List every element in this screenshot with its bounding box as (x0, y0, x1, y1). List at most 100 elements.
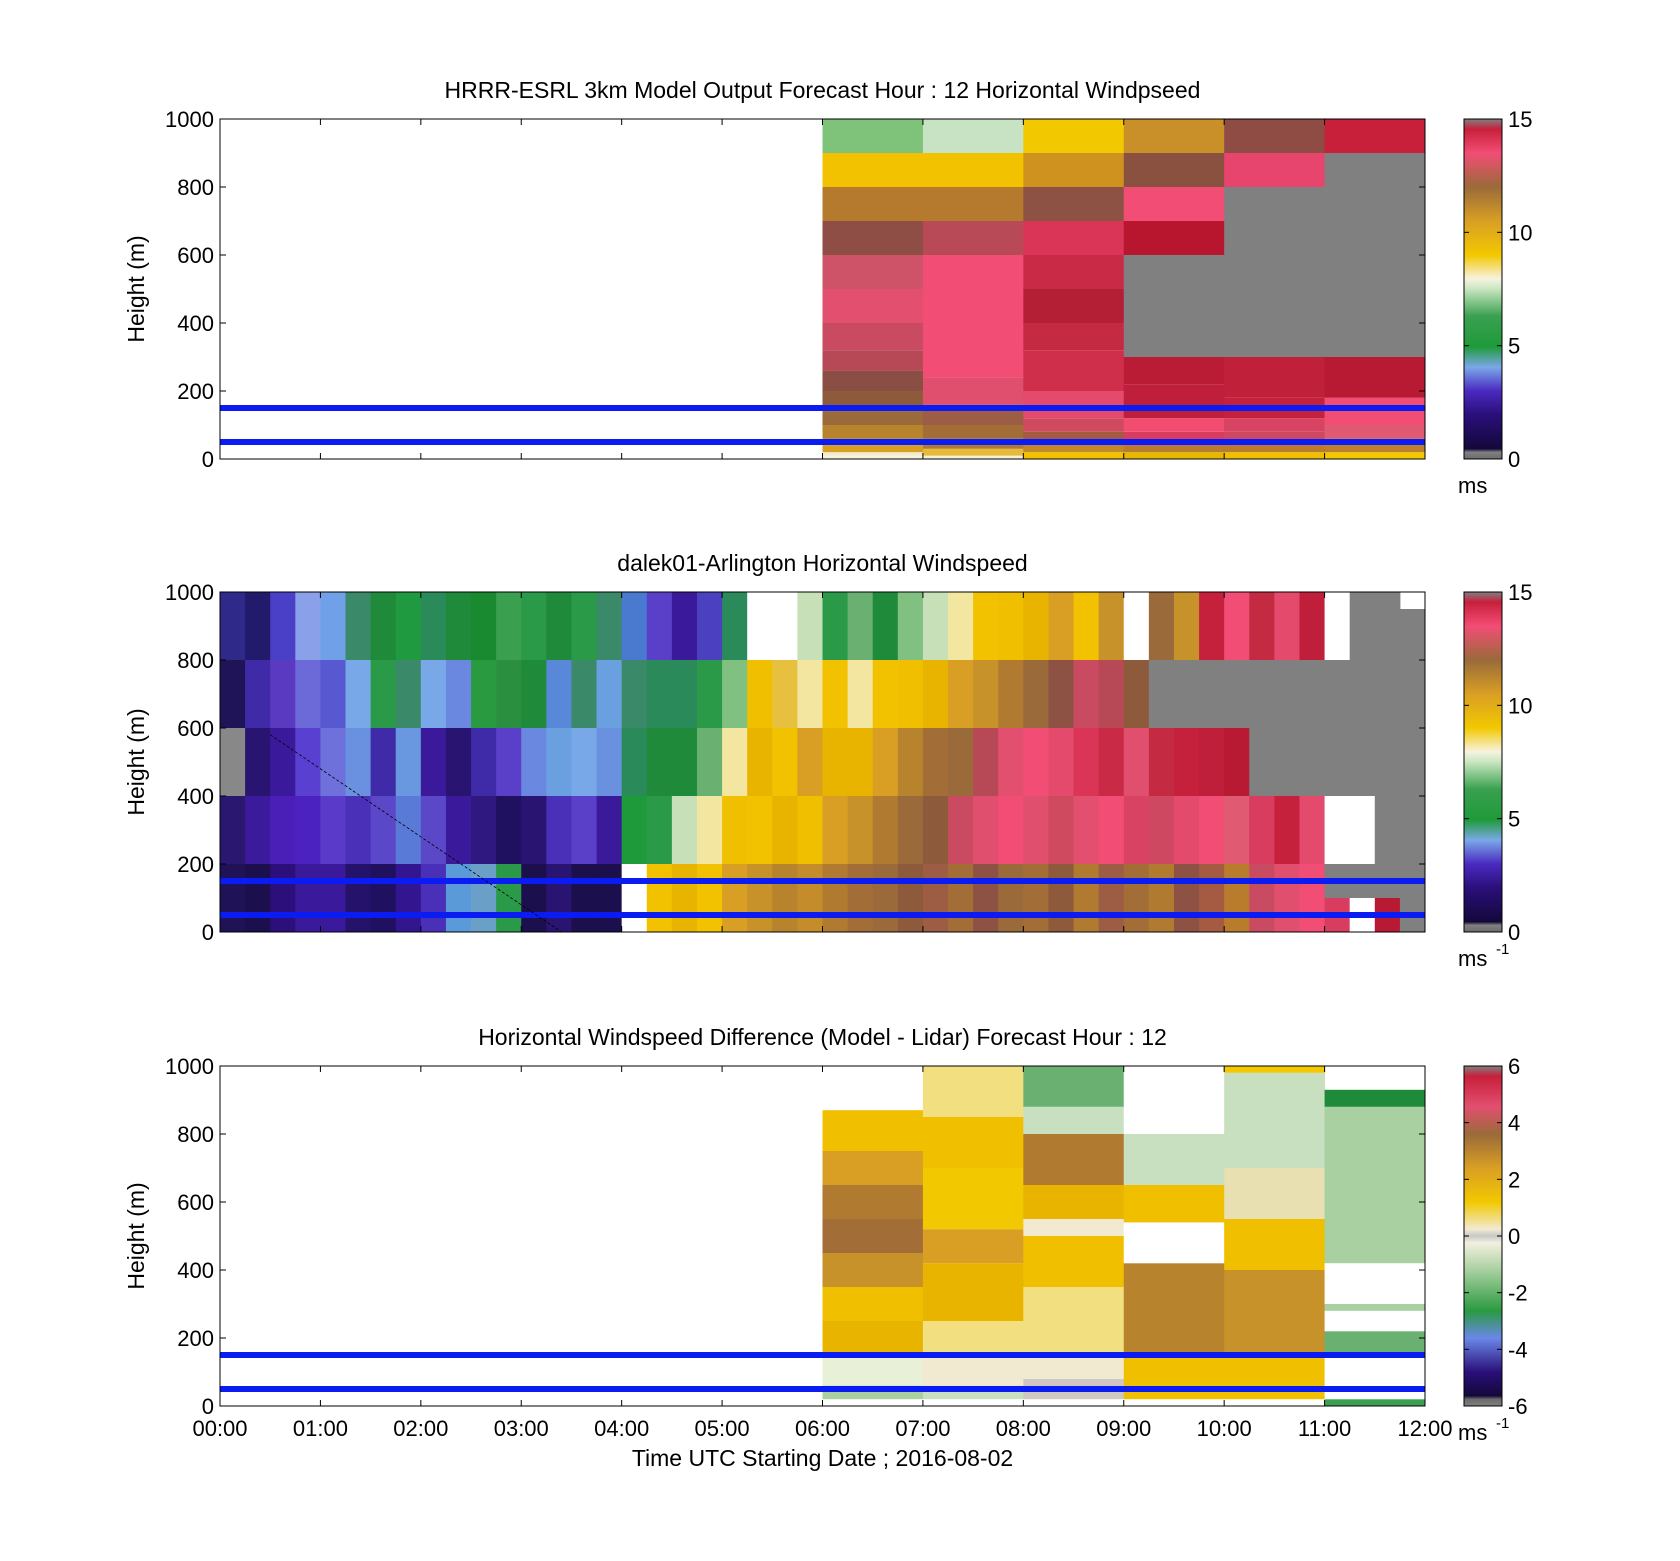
heatmap-cell (1023, 1134, 1125, 1185)
x-tick-label: 05:00 (695, 1416, 750, 1441)
heatmap-cell (797, 660, 823, 728)
heatmap-cell (1274, 864, 1300, 932)
heatmap-cell (1023, 452, 1125, 459)
heatmap-cell (998, 728, 1024, 796)
heatmap-cell (671, 660, 698, 728)
heatmap-cell (1073, 728, 1100, 796)
heatmap-cell (1098, 864, 1125, 932)
heatmap-cell (822, 452, 924, 456)
heatmap-cell (395, 796, 422, 864)
heatmap-cell (998, 796, 1024, 864)
heatmap-cell (822, 1219, 924, 1253)
heatmap-cell (973, 796, 999, 864)
heatmap-cell (471, 864, 497, 932)
heatmap-cell (596, 864, 623, 932)
heatmap-cell (496, 864, 522, 932)
heatmap-cell (1199, 592, 1225, 660)
heatmap-cell (973, 592, 999, 660)
heatmap-cell (1123, 1066, 1225, 1134)
y-tick-label: 600 (177, 716, 214, 741)
heatmap-cell (1123, 864, 1150, 932)
heatmap-cell (1023, 445, 1125, 453)
heatmap-cell (1324, 1399, 1426, 1406)
heatmap-cell (872, 864, 899, 932)
heatmap-cell (1199, 728, 1225, 796)
heatmap-cell (1249, 728, 1275, 796)
heatmap-cell (320, 864, 347, 932)
heatmap-cell (1224, 357, 1326, 398)
heatmap-cell (1023, 728, 1049, 796)
heatmap-cell (822, 1151, 924, 1185)
heatmap-cell (973, 864, 999, 932)
heatmap-cell (722, 660, 748, 728)
colorbar (1463, 1065, 1503, 1407)
heatmap-cell (1399, 609, 1426, 660)
heatmap-cell (1173, 796, 1200, 864)
heatmap-cell (521, 864, 547, 932)
heatmap-cell (395, 864, 422, 932)
y-tick-label: 0 (202, 1394, 214, 1419)
heatmap-cell (646, 864, 673, 932)
heatmap-cell (320, 796, 347, 864)
heatmap-cell (1199, 660, 1225, 728)
heatmap-cell (1274, 728, 1300, 796)
heatmap-cell (1249, 864, 1275, 932)
heatmap-cell (496, 796, 522, 864)
heatmap-cell (496, 728, 522, 796)
colorbar-tick-label: 0 (1508, 920, 1520, 945)
heatmap-cell (1324, 119, 1426, 153)
heatmap-cell (1098, 796, 1125, 864)
heatmap-cell (621, 915, 648, 932)
heatmap-cell (1224, 452, 1326, 459)
heatmap-cell (822, 411, 924, 425)
heatmap-cell (1098, 728, 1125, 796)
y-axis-label: Height (m) (123, 1182, 149, 1289)
heatmap-cell (1123, 1263, 1225, 1355)
heatmap-cell (1123, 445, 1225, 453)
heatmap-cell (1324, 1355, 1426, 1400)
heatmap-cell (1023, 1236, 1125, 1287)
heatmap-cell (245, 728, 271, 796)
heatmap-cell (797, 592, 823, 660)
heatmap-cell (922, 455, 1024, 459)
heatmap-cell (1224, 418, 1326, 432)
heatmap-cell (646, 796, 673, 864)
heatmap-cell (722, 728, 748, 796)
heatmap-cell (822, 221, 924, 255)
heatmap-cell (897, 660, 924, 728)
y-tick-label: 200 (177, 1326, 214, 1351)
heatmap-cell (220, 592, 246, 660)
heatmap-cell (1399, 728, 1426, 796)
heatmap-cell (772, 864, 798, 932)
heatmap-cell (1324, 397, 1426, 425)
heatmap-cell (922, 1229, 1024, 1264)
heatmap-cell (1123, 1185, 1225, 1223)
heatmap-cell (922, 1066, 1024, 1117)
y-tick-label: 0 (202, 920, 214, 945)
heatmap-cell (1048, 728, 1075, 796)
y-tick-label: 800 (177, 175, 214, 200)
colorbar-tick-label: 0 (1508, 1224, 1520, 1249)
heatmap-cell (1224, 1219, 1326, 1270)
heatmap-cell (370, 796, 397, 864)
colorbar-tick-label: -2 (1508, 1281, 1528, 1306)
heatmap-cell (922, 448, 1024, 456)
heatmap-cell (1123, 1399, 1225, 1406)
heatmap-cell (596, 728, 623, 796)
heatmap-cell (1048, 796, 1075, 864)
heatmap-cell (872, 592, 899, 660)
heatmap-cell (521, 592, 547, 660)
heatmap-cell (295, 864, 321, 932)
heatmap-cell (646, 660, 673, 728)
heatmap-cell (822, 1185, 924, 1219)
heatmap-cell (1224, 1399, 1326, 1406)
heatmap-cell (1023, 289, 1125, 323)
colorbar-tick-label: 10 (1508, 220, 1532, 245)
colorbar-tick-label: 0 (1508, 447, 1520, 472)
heatmap-cell (496, 592, 522, 660)
heatmap-cell (922, 796, 949, 864)
heatmap-cell (295, 592, 321, 660)
heatmap-cell (270, 796, 296, 864)
heatmap-cell (1224, 660, 1250, 728)
heatmap-cell (1098, 592, 1125, 660)
